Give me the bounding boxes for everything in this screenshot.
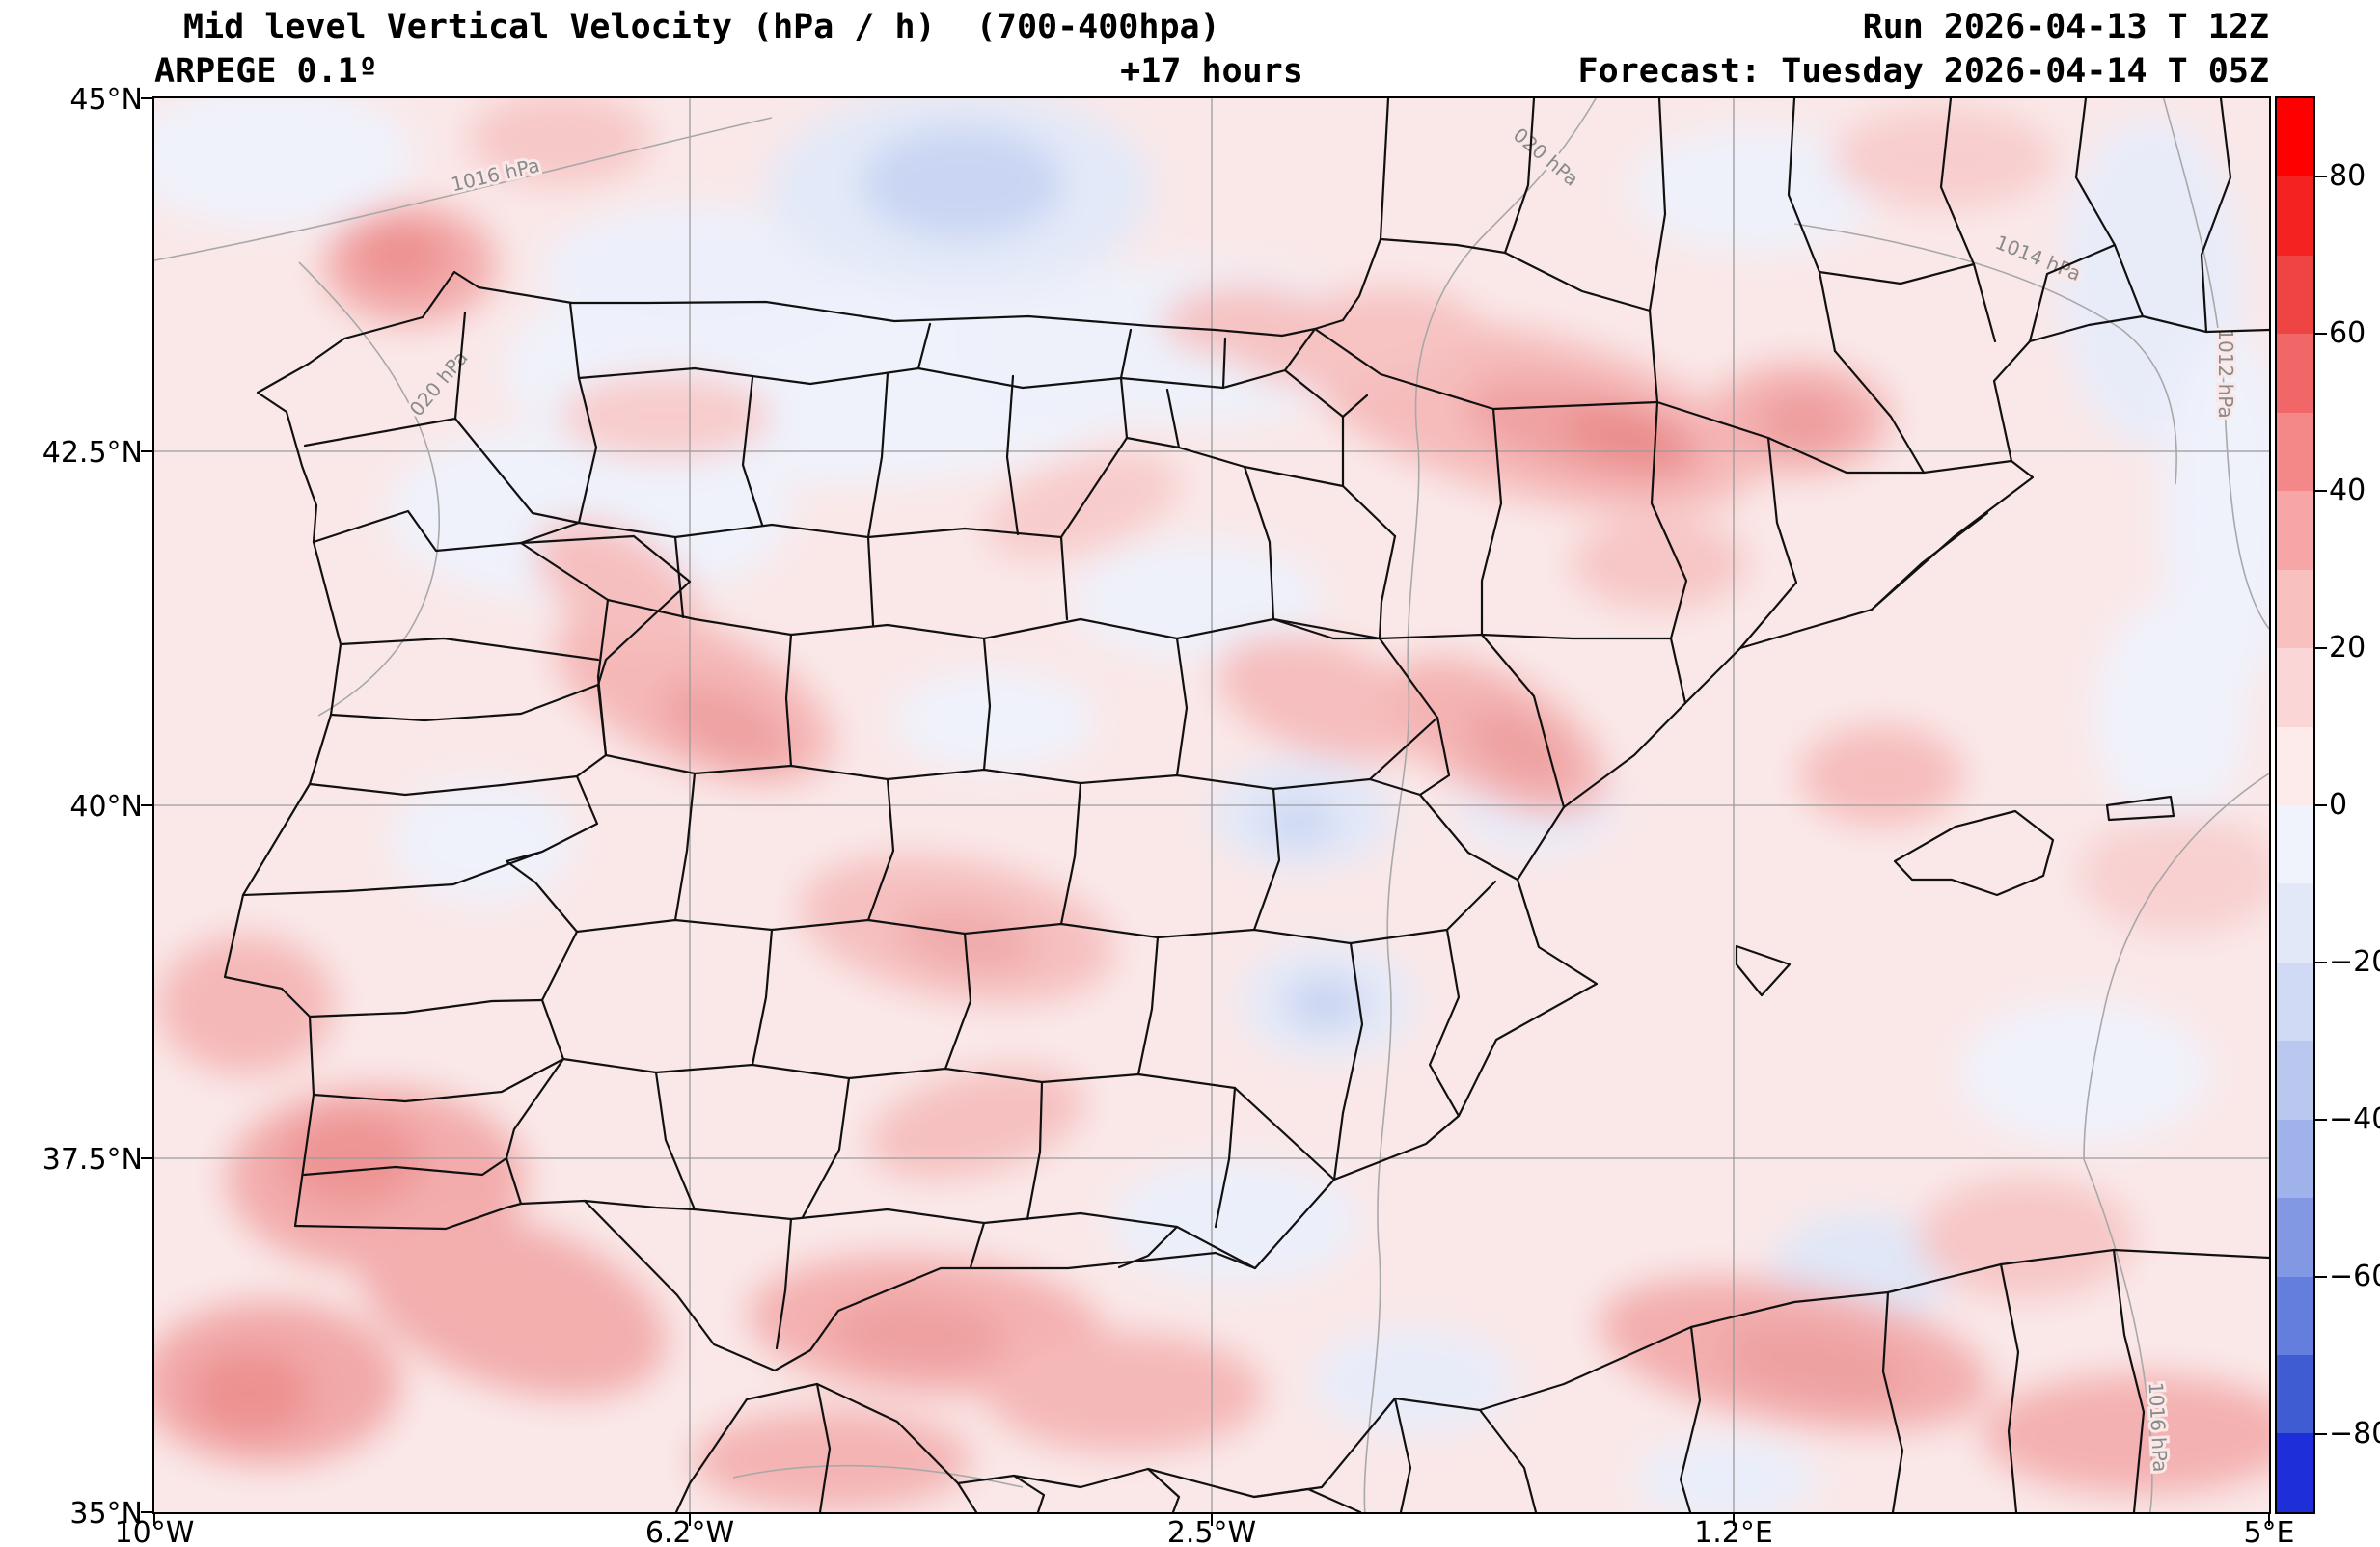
coastlines-and-borders xyxy=(223,96,2271,1514)
lead-time-label: +17 hours xyxy=(1120,52,1303,91)
axis-tick xyxy=(141,1511,152,1513)
forecast-label: Forecast: Tuesday 2026-04-14 T 05Z xyxy=(1577,52,2269,91)
lat-tick-label: 37.5°N xyxy=(41,1143,143,1177)
colorbar-tick xyxy=(2315,176,2327,178)
colorbar-segment xyxy=(2277,334,2313,413)
colorbar-tick-label: 60 xyxy=(2329,316,2366,351)
lat-tick-label: 40°N xyxy=(69,790,143,824)
lat-tick-label: 35°N xyxy=(69,1497,143,1531)
colorbar-gradient xyxy=(2277,98,2313,1512)
colorbar-segment xyxy=(2277,98,2313,177)
colorbar-tick-label: 40 xyxy=(2329,474,2366,508)
colorbar-segment xyxy=(2277,1198,2313,1277)
colorbar-tick xyxy=(2315,1118,2327,1121)
colorbar-segment xyxy=(2277,883,2313,963)
colorbar-segment xyxy=(2277,255,2313,335)
lat-tick-label: 42.5°N xyxy=(41,436,143,470)
colorbar-tick xyxy=(2315,333,2327,336)
run-label: Run 2026-04-13 T 12Z xyxy=(1862,8,2269,46)
colorbar-tick xyxy=(2315,804,2327,806)
isobar-label: 1016 hPa xyxy=(2145,1381,2173,1472)
map-canvas: 1016 hPa 020 hPa 020 hPa 1014 hPa 1012 h… xyxy=(125,84,2301,1523)
colorbar-tick-label: 20 xyxy=(2329,631,2366,665)
colorbar-segment xyxy=(2277,1041,2313,1120)
colorbar-segment xyxy=(2277,804,2313,884)
colorbar-tick-label: −20 xyxy=(2329,944,2380,979)
graticule xyxy=(154,98,2269,1512)
colorbar-tick xyxy=(2315,961,2327,963)
mallorca xyxy=(1893,809,2055,897)
colorbar-segment xyxy=(2277,569,2313,649)
colorbar-segment xyxy=(2277,1119,2313,1199)
axis-tick xyxy=(2268,1514,2270,1526)
colorbar-segment xyxy=(2277,1433,2313,1512)
colorbar xyxy=(2275,96,2315,1514)
axis-tick xyxy=(1733,1514,1735,1526)
france-atlantic-coast xyxy=(1313,96,1390,331)
colorbar-tick xyxy=(2315,1432,2327,1435)
axis-tick xyxy=(141,450,152,452)
ibiza xyxy=(1735,944,1792,997)
axis-tick xyxy=(1211,1514,1213,1526)
colorbar-tick xyxy=(2315,647,2327,650)
iberia-coastline xyxy=(223,270,2035,1372)
colorbar-tick xyxy=(2315,1275,2327,1278)
colorbar-segment xyxy=(2277,726,2313,805)
axis-tick xyxy=(141,97,152,99)
colorbar-segment xyxy=(2277,648,2313,727)
lat-tick-label: 45°N xyxy=(69,83,143,117)
colorbar-segment xyxy=(2277,491,2313,570)
colorbar-tick-label: 0 xyxy=(2329,788,2348,822)
colorbar-segment xyxy=(2277,1355,2313,1434)
page-title: Mid level Vertical Velocity (hPa / h) (7… xyxy=(183,8,1220,46)
colorbar-segment xyxy=(2277,962,2313,1042)
axis-tick xyxy=(153,1514,155,1526)
map-frame: 1016 hPa 020 hPa 020 hPa 1014 hPa 1012 h… xyxy=(125,84,2301,1523)
colorbar-segment xyxy=(2277,176,2313,256)
colorbar-segment xyxy=(2277,1276,2313,1355)
isobar-label: 1012 hPa xyxy=(2214,328,2237,418)
axis-tick xyxy=(689,1514,691,1526)
colorbar-segment xyxy=(2277,412,2313,492)
colorbar-tick-label: −40 xyxy=(2329,1101,2380,1136)
colorbar-tick-label: −80 xyxy=(2329,1416,2380,1451)
colorbar-tick xyxy=(2315,490,2327,493)
axis-tick xyxy=(141,1157,152,1159)
menorca xyxy=(2105,795,2175,822)
colorbar-tick-label: 80 xyxy=(2329,159,2366,194)
model-label: ARPEGE 0.1º xyxy=(154,52,378,91)
colorbar-tick-label: −60 xyxy=(2329,1259,2380,1293)
axis-tick xyxy=(141,804,152,806)
